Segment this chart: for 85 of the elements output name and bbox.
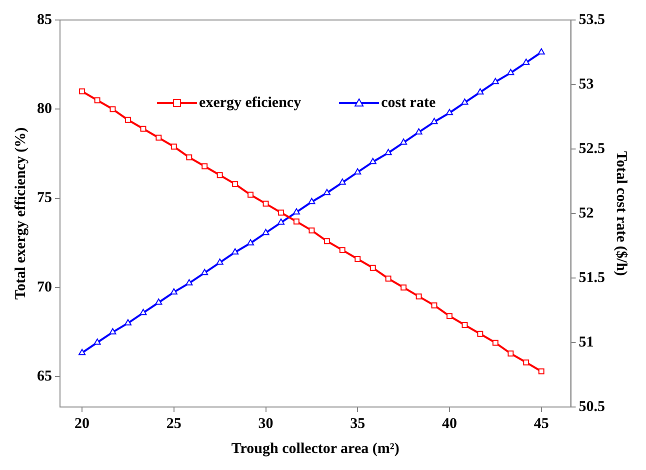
point <box>324 238 330 244</box>
point <box>186 154 192 160</box>
point <box>308 227 315 234</box>
point <box>492 78 499 84</box>
point <box>170 288 178 294</box>
y2-tick-label: 51 <box>578 334 594 350</box>
point <box>292 208 300 214</box>
point <box>385 276 392 282</box>
y-tick-label: 65 <box>37 368 52 385</box>
point <box>140 308 147 316</box>
point <box>400 284 407 290</box>
point <box>369 158 376 164</box>
point <box>354 168 362 174</box>
y2-tick-label: 51.5 <box>578 270 605 286</box>
x-tick-label: 20 <box>74 416 90 432</box>
point <box>384 148 392 156</box>
point <box>400 138 408 145</box>
point <box>431 302 438 308</box>
point <box>293 218 300 224</box>
legend-label: exergy eficiency <box>199 94 302 111</box>
point <box>522 58 530 65</box>
point <box>538 48 545 54</box>
point <box>125 116 131 123</box>
legend-label: cost rate <box>381 94 436 111</box>
point <box>461 98 468 105</box>
y2-tick-label: 52.5 <box>578 140 605 157</box>
x-tick-label: 40 <box>442 416 457 432</box>
y-tick-label: 70 <box>37 279 52 296</box>
point <box>462 322 468 328</box>
x-axis-title: Trough collector area (m²) <box>231 440 400 457</box>
point <box>262 228 270 236</box>
point <box>94 338 101 345</box>
point <box>277 218 285 225</box>
point <box>323 188 330 196</box>
point <box>246 239 254 246</box>
point <box>430 118 438 124</box>
point <box>416 293 422 300</box>
point <box>476 88 484 94</box>
point <box>446 108 454 116</box>
point <box>94 97 100 104</box>
point <box>370 264 376 271</box>
point <box>477 330 484 337</box>
point <box>354 256 361 262</box>
y2-tick-label: 52 <box>578 205 594 222</box>
x-tick-label: 25 <box>166 416 182 432</box>
point <box>79 88 86 94</box>
point <box>202 163 208 170</box>
point <box>538 368 544 374</box>
y-tick-label: 85 <box>37 12 52 28</box>
y2-tick-label: 53 <box>578 76 594 92</box>
y2-tick-label: 50.5 <box>578 398 605 415</box>
point <box>170 144 177 150</box>
point <box>508 350 514 356</box>
point <box>339 247 346 254</box>
x-tick-label: 30 <box>258 416 274 432</box>
point <box>507 68 514 76</box>
point <box>216 172 223 178</box>
point <box>140 126 146 132</box>
point <box>124 319 132 326</box>
point <box>216 258 224 265</box>
point <box>415 128 422 134</box>
point <box>338 178 346 185</box>
point <box>201 268 208 276</box>
point <box>232 181 238 188</box>
point <box>523 359 530 366</box>
point <box>446 313 452 320</box>
point <box>248 192 254 198</box>
y-tick-label: 75 <box>37 190 52 206</box>
y-tick-label: 80 <box>37 101 52 118</box>
point <box>156 134 162 141</box>
y2-tick-label: 53.5 <box>578 12 605 28</box>
point <box>308 198 316 204</box>
x-tick-label: 35 <box>350 416 366 432</box>
point <box>109 328 116 334</box>
point <box>110 106 116 112</box>
y2-axis-title: Total cost rate ($/h) <box>613 151 630 276</box>
point <box>78 348 86 356</box>
point <box>278 210 284 216</box>
point <box>492 340 498 346</box>
x-tick-label: 45 <box>534 416 549 432</box>
point <box>232 248 239 254</box>
point <box>262 200 269 207</box>
y-axis-title: Total exergy efficiency (%) <box>12 127 29 300</box>
point <box>155 298 162 305</box>
point <box>186 279 193 286</box>
